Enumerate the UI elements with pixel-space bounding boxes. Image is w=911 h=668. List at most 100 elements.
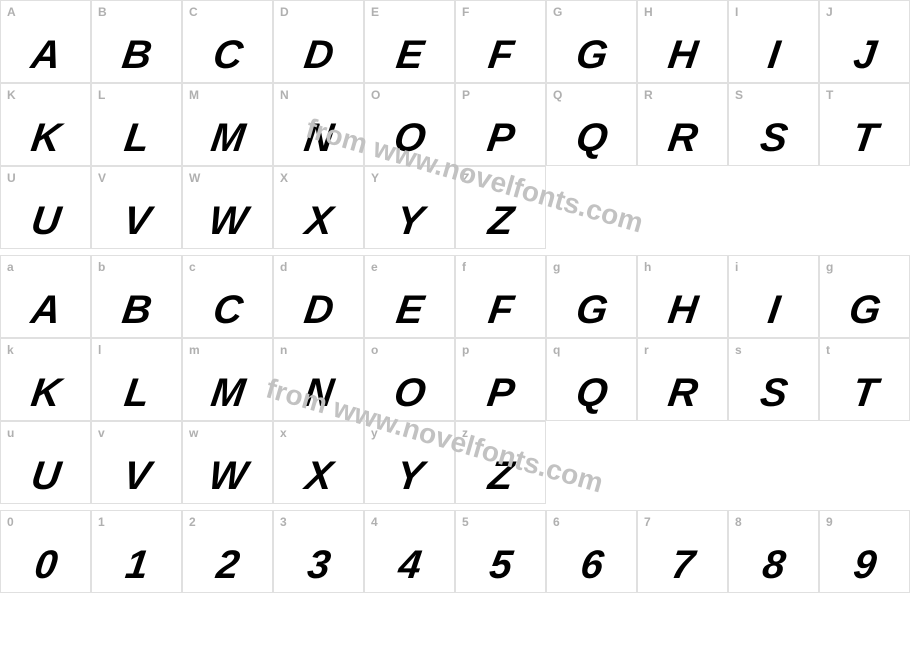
glyph-row: kKlLmMnNoOpPqQrRsStT: [0, 338, 911, 421]
glyph-cell: GG: [546, 0, 637, 83]
glyph-label: w: [189, 426, 198, 440]
glyph-cell-empty: [728, 166, 819, 249]
glyph-cell: QQ: [546, 83, 637, 166]
glyph-display: H: [637, 33, 728, 78]
glyph-label: l: [98, 343, 101, 357]
glyph-label: v: [98, 426, 105, 440]
glyph-display: R: [637, 371, 728, 416]
glyph-display: G: [546, 33, 637, 78]
glyph-cell: xX: [273, 421, 364, 504]
glyph-display: Z: [455, 454, 546, 499]
glyph-cell: AA: [0, 0, 91, 83]
glyph-row: aAbBcCdDeEfFgGhHiIgG: [0, 255, 911, 338]
glyph-display: D: [273, 33, 364, 78]
glyph-cell: FF: [455, 0, 546, 83]
glyph-display: T: [819, 371, 910, 416]
glyph-label: u: [7, 426, 14, 440]
glyph-display: W: [182, 454, 273, 499]
glyph-block-uppercase: AABBCCDDEEFFGGHHIIJJKKLLMMNNOOPPQQRRSSTT…: [0, 0, 911, 249]
glyph-label: a: [7, 260, 14, 274]
glyph-label: J: [826, 5, 833, 19]
glyph-cell: BB: [91, 0, 182, 83]
glyph-label: f: [462, 260, 466, 274]
glyph-label: r: [644, 343, 649, 357]
glyph-display: O: [364, 116, 455, 161]
glyph-cell-empty: [819, 421, 910, 504]
glyph-label: Q: [553, 88, 562, 102]
glyph-display: E: [364, 288, 455, 333]
glyph-display: K: [0, 116, 91, 161]
glyph-cell: zZ: [455, 421, 546, 504]
glyph-display: 7: [637, 543, 728, 588]
glyph-cell: HH: [637, 0, 728, 83]
glyph-cell: rR: [637, 338, 728, 421]
glyph-cell-empty: [819, 166, 910, 249]
glyph-cell: 00: [0, 510, 91, 593]
glyph-display: 9: [819, 543, 910, 588]
glyph-cell: 66: [546, 510, 637, 593]
glyph-label: e: [371, 260, 378, 274]
glyph-display: 8: [728, 543, 819, 588]
glyph-cell: vV: [91, 421, 182, 504]
glyph-label: q: [553, 343, 560, 357]
glyph-display: Y: [364, 454, 455, 499]
glyph-cell: uU: [0, 421, 91, 504]
glyph-label: g: [553, 260, 560, 274]
glyph-cell: 77: [637, 510, 728, 593]
glyph-display: P: [455, 116, 546, 161]
glyph-cell-empty: [546, 166, 637, 249]
glyph-display: P: [455, 371, 546, 416]
glyph-display: A: [0, 33, 91, 78]
glyph-display: N: [273, 371, 364, 416]
glyph-cell: CC: [182, 0, 273, 83]
glyph-display: 4: [364, 543, 455, 588]
glyph-display: L: [91, 371, 182, 416]
glyph-cell: nN: [273, 338, 364, 421]
glyph-label: K: [7, 88, 16, 102]
glyph-label: o: [371, 343, 378, 357]
glyph-display: W: [182, 199, 273, 244]
glyph-cell: 33: [273, 510, 364, 593]
glyph-display: N: [273, 116, 364, 161]
glyph-label: L: [98, 88, 105, 102]
glyph-cell: pP: [455, 338, 546, 421]
glyph-cell: JJ: [819, 0, 910, 83]
glyph-cell: sS: [728, 338, 819, 421]
glyph-label: A: [7, 5, 16, 19]
glyph-label: U: [7, 171, 16, 185]
glyph-label: N: [280, 88, 289, 102]
glyph-cell: SS: [728, 83, 819, 166]
glyph-cell: kK: [0, 338, 91, 421]
glyph-cell: 99: [819, 510, 910, 593]
glyph-cell: DD: [273, 0, 364, 83]
glyph-display: I: [728, 33, 819, 78]
glyph-cell: PP: [455, 83, 546, 166]
glyph-display: Q: [546, 116, 637, 161]
glyph-label: W: [189, 171, 200, 185]
glyph-cell: 11: [91, 510, 182, 593]
glyph-label: 3: [280, 515, 287, 529]
glyph-label: V: [98, 171, 106, 185]
glyph-label: S: [735, 88, 743, 102]
glyph-label: Y: [371, 171, 379, 185]
glyph-label: G: [553, 5, 562, 19]
glyph-display: B: [91, 288, 182, 333]
glyph-label: 1: [98, 515, 105, 529]
glyph-cell: ZZ: [455, 166, 546, 249]
glyph-label: m: [189, 343, 200, 357]
glyph-cell: TT: [819, 83, 910, 166]
glyph-cell: LL: [91, 83, 182, 166]
glyph-display: F: [455, 33, 546, 78]
glyph-label: 6: [553, 515, 560, 529]
glyph-display: S: [728, 371, 819, 416]
glyph-display: X: [273, 199, 364, 244]
glyph-cell: iI: [728, 255, 819, 338]
glyph-display: I: [728, 288, 819, 333]
glyph-label: D: [280, 5, 289, 19]
glyph-cell: dD: [273, 255, 364, 338]
glyph-row: AABBCCDDEEFFGGHHIIJJ: [0, 0, 911, 83]
glyph-display: 2: [182, 543, 273, 588]
glyph-label: b: [98, 260, 105, 274]
glyph-cell: hH: [637, 255, 728, 338]
glyph-label: 4: [371, 515, 378, 529]
